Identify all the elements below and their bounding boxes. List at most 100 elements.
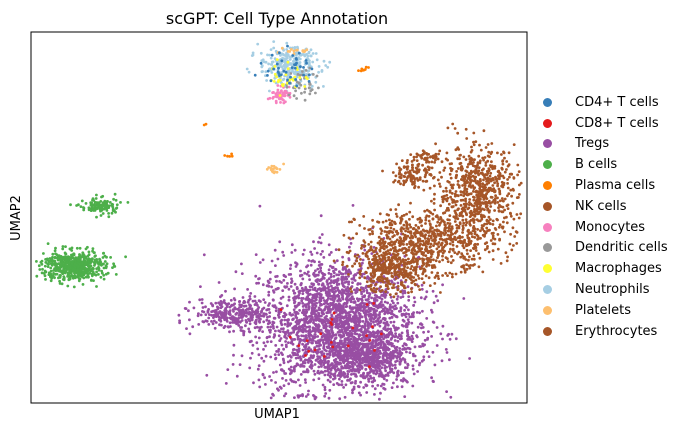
point-tregs bbox=[274, 344, 278, 347]
point-tregs bbox=[346, 295, 350, 298]
point-nk-cells bbox=[469, 209, 473, 213]
point-tregs bbox=[403, 308, 406, 312]
point-tregs bbox=[350, 381, 354, 384]
point-nk-cells bbox=[459, 270, 463, 274]
point-nk-cells bbox=[390, 219, 394, 223]
point-tregs bbox=[340, 272, 344, 276]
point-nk-cells bbox=[508, 175, 511, 179]
point-tregs bbox=[262, 320, 266, 324]
point-nk-cells bbox=[497, 206, 500, 210]
point-nk-cells bbox=[440, 241, 444, 245]
point-nk-cells bbox=[376, 267, 379, 271]
point-tregs bbox=[239, 304, 243, 307]
point-tregs bbox=[297, 347, 301, 351]
point-nk-cells bbox=[512, 217, 516, 221]
point-nk-cells bbox=[460, 178, 463, 181]
point-nk-cells bbox=[422, 188, 426, 192]
point-tregs bbox=[345, 362, 349, 366]
point-tregs bbox=[356, 338, 360, 341]
point-tregs bbox=[436, 299, 440, 303]
point-nk-cells bbox=[485, 197, 489, 201]
point-tregs bbox=[294, 327, 298, 331]
point-nk-cells bbox=[406, 230, 410, 234]
point-tregs bbox=[421, 309, 424, 313]
point-nk-cells bbox=[446, 257, 449, 261]
point-nk-cells bbox=[505, 221, 509, 225]
point-nk-cells bbox=[500, 225, 504, 229]
point-nk-cells bbox=[408, 241, 411, 245]
point-tregs bbox=[217, 316, 221, 319]
point-nk-cells bbox=[404, 269, 408, 273]
point-tregs bbox=[303, 345, 306, 348]
point-tregs bbox=[277, 350, 280, 353]
point-tregs bbox=[317, 314, 321, 318]
point-nk-cells bbox=[476, 228, 479, 231]
point-tregs bbox=[279, 368, 283, 372]
point-tregs bbox=[223, 309, 227, 312]
point-nk-cells bbox=[455, 215, 458, 218]
point-tregs bbox=[357, 353, 360, 357]
point-nk-cells bbox=[385, 280, 388, 283]
point-nk-cells bbox=[446, 260, 450, 263]
point-nk-cells bbox=[481, 270, 485, 274]
point-nk-cells bbox=[427, 276, 431, 280]
point-nk-cells bbox=[388, 268, 391, 272]
point-tregs bbox=[304, 314, 308, 318]
point-tregs bbox=[344, 383, 348, 387]
point-nk-cells bbox=[402, 270, 406, 274]
point-tregs bbox=[242, 304, 246, 308]
point-nk-cells bbox=[414, 224, 418, 227]
point-tregs bbox=[328, 324, 331, 328]
point-tregs bbox=[326, 309, 330, 313]
point-tregs bbox=[310, 366, 313, 370]
point-nk-cells bbox=[513, 235, 517, 238]
point-tregs bbox=[268, 321, 272, 325]
point-nk-cells bbox=[458, 236, 462, 240]
point-tregs bbox=[301, 364, 304, 368]
point-nk-cells bbox=[445, 240, 448, 244]
point-tregs bbox=[344, 292, 348, 296]
point-nk-cells bbox=[409, 267, 413, 271]
point-tregs bbox=[389, 295, 393, 299]
point-nk-cells bbox=[478, 219, 482, 223]
point-tregs bbox=[273, 353, 277, 356]
point-tregs bbox=[331, 347, 335, 351]
point-tregs bbox=[352, 277, 355, 281]
point-tregs bbox=[257, 281, 260, 285]
point-tregs bbox=[280, 351, 283, 355]
point-tregs bbox=[371, 384, 374, 388]
point-tregs bbox=[293, 367, 296, 371]
point-nk-cells bbox=[444, 226, 448, 230]
point-tregs bbox=[354, 319, 358, 323]
point-nk-cells bbox=[402, 243, 405, 246]
point-nk-cells bbox=[502, 220, 505, 224]
point-nk-cells bbox=[448, 271, 452, 275]
point-tregs bbox=[377, 367, 381, 370]
point-tregs bbox=[248, 295, 252, 298]
point-nk-cells bbox=[453, 220, 457, 223]
point-tregs bbox=[316, 326, 320, 329]
point-tregs bbox=[298, 327, 302, 331]
point-tregs bbox=[297, 294, 300, 297]
point-nk-cells bbox=[454, 238, 458, 242]
point-tregs bbox=[345, 302, 348, 305]
point-tregs bbox=[333, 372, 337, 376]
point-tregs bbox=[373, 313, 376, 317]
point-nk-cells bbox=[481, 182, 485, 186]
point-nk-cells bbox=[451, 259, 455, 262]
point-tregs bbox=[381, 355, 385, 358]
point-tregs bbox=[355, 375, 358, 378]
point-nk-cells bbox=[374, 290, 378, 294]
point-tregs bbox=[274, 275, 277, 278]
point-tregs bbox=[291, 318, 294, 321]
point-tregs bbox=[414, 359, 418, 362]
point-tregs bbox=[236, 307, 240, 311]
point-nk-cells bbox=[475, 209, 479, 213]
point-tregs bbox=[313, 260, 316, 264]
point-nk-cells bbox=[455, 245, 459, 248]
point-tregs bbox=[362, 351, 366, 354]
point-tregs bbox=[383, 326, 386, 330]
point-tregs bbox=[411, 313, 415, 317]
point-tregs bbox=[433, 363, 437, 367]
point-nk-cells bbox=[451, 240, 455, 244]
